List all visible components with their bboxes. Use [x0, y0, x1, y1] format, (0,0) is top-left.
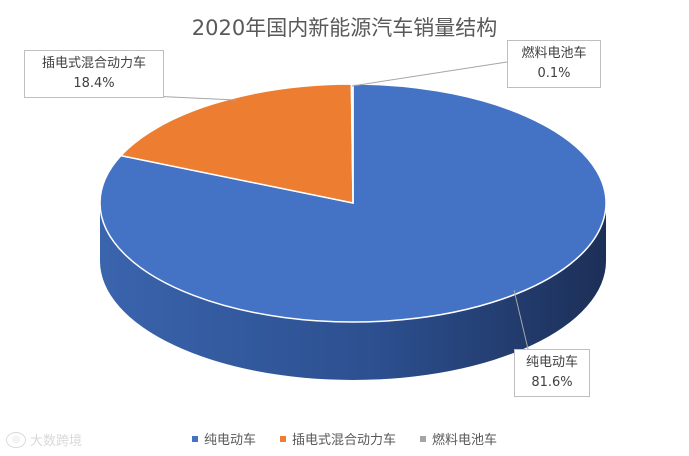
data-label-phev: 插电式混合动力车 18.4%: [24, 50, 164, 98]
data-label-name: 燃料电池车: [521, 46, 587, 61]
watermark-text: 大数跨境: [30, 434, 83, 449]
legend-item-phev[interactable]: 插电式混合动力车: [279, 429, 396, 448]
data-label-fcev: 燃料电池车 0.1%: [507, 40, 601, 88]
data-label-value: 18.4%: [73, 76, 115, 91]
legend-label: 插电式混合动力车: [291, 433, 396, 448]
legend-item-bev[interactable]: 纯电动车: [191, 429, 256, 448]
leader-line-fcev: [351, 61, 508, 87]
legend-label: 燃料电池车: [432, 433, 498, 448]
chart-title: 2020年国内新能源汽车销量结构: [191, 16, 498, 40]
legend-swatch: [191, 435, 198, 442]
data-label-name: 纯电动车: [525, 355, 578, 370]
legend-label: 纯电动车: [203, 433, 256, 448]
data-label-value: 81.6%: [531, 375, 573, 390]
legend-swatch: [420, 435, 426, 442]
pie-slice-phev: [119, 83, 354, 204]
data-label-value: 0.1%: [537, 66, 571, 81]
watermark-logo-icon: ◎: [6, 431, 26, 448]
pie-side-wall: [100, 203, 606, 380]
leader-line-bev: [513, 289, 529, 350]
pie-slice-fcev: [350, 83, 354, 204]
data-label-bev: 纯电动车 81.6%: [514, 349, 590, 397]
watermark: ◎ 大数跨境: [6, 430, 82, 449]
data-label-name: 插电式混合动力车: [41, 56, 146, 71]
legend: 纯电动车 插电式混合动力车 燃料电池车: [0, 429, 689, 448]
legend-swatch: [279, 435, 286, 442]
leader-line-phev: [149, 95, 237, 101]
legend-item-fcev[interactable]: 燃料电池车: [420, 429, 497, 448]
